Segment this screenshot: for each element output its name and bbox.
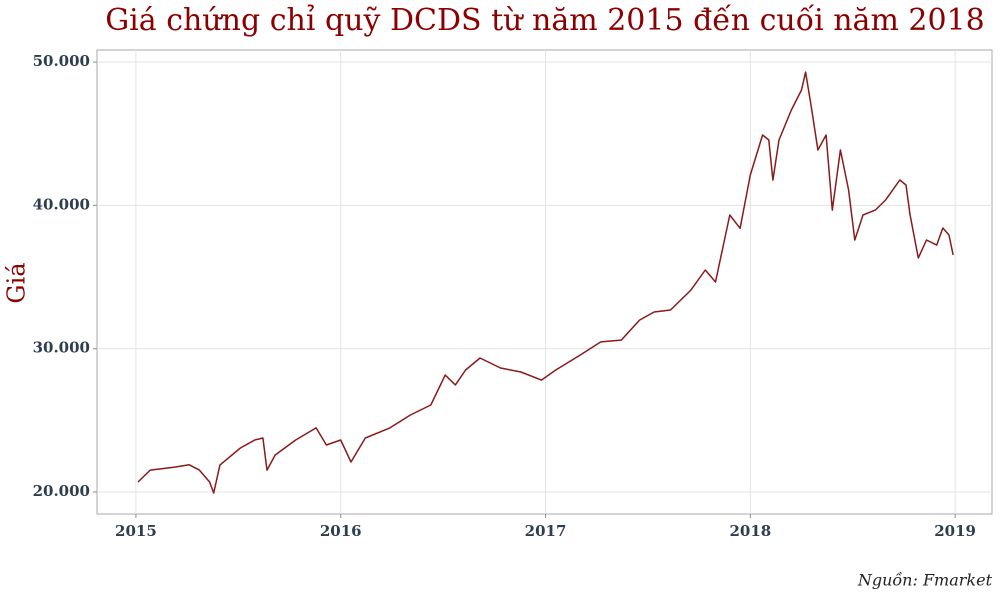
x-tick-label: 2016 [320, 522, 362, 540]
y-tick-label: 20.000 [33, 482, 90, 500]
plot-frame [96, 49, 993, 515]
y-tick-label: 30.000 [33, 339, 90, 357]
source-note: Nguồn: Fmarket [857, 571, 993, 590]
y-axis-title: Giá [3, 262, 31, 303]
chart-title: Giá chứng chỉ quỹ DCDS từ năm 2015 đến c… [105, 3, 985, 38]
x-tick-label: 2017 [525, 522, 567, 540]
y-tick-label: 40.000 [33, 195, 90, 213]
y-tick-label: 50.000 [33, 52, 90, 70]
x-tick-label: 2015 [115, 522, 157, 540]
x-tick-label: 2019 [934, 522, 976, 540]
price-line [137, 71, 954, 494]
x-tick-label: 2018 [729, 522, 771, 540]
